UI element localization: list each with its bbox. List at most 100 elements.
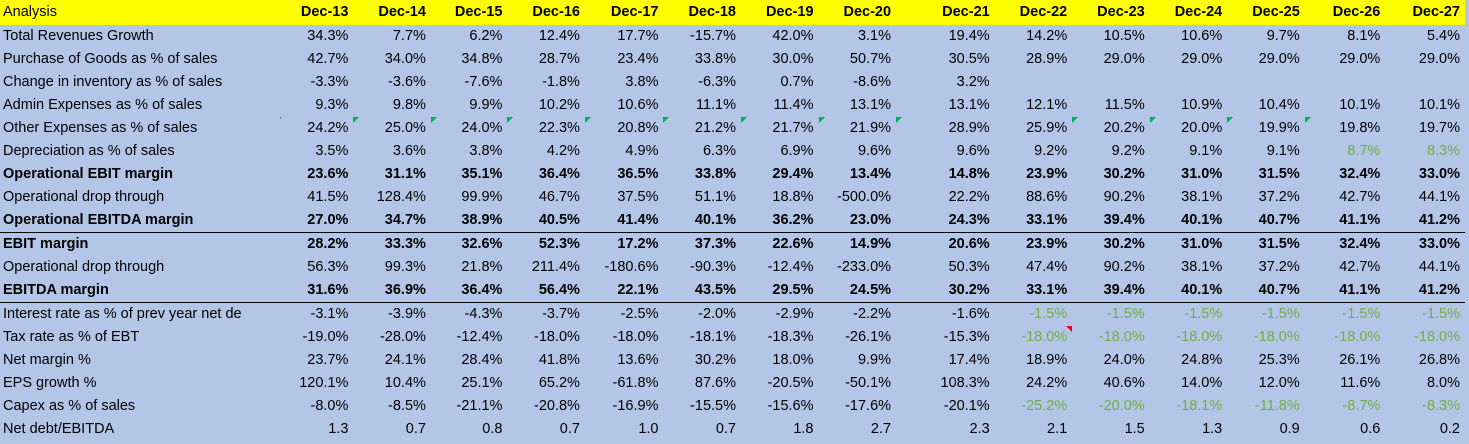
value-cell[interactable]: -18.0%: [995, 326, 1073, 349]
row-label-cell[interactable]: Total Revenues Growth: [3, 28, 154, 44]
value-cell[interactable]: 42.7%: [1339, 259, 1381, 275]
value-cell[interactable]: 33.1%: [1026, 212, 1068, 228]
value-cell[interactable]: 37.3%: [663, 232, 741, 256]
value-cell[interactable]: 9.1%: [1189, 143, 1223, 159]
value-cell[interactable]: -1.8%: [542, 74, 580, 90]
row-label-cell[interactable]: EPS growth %: [3, 375, 97, 391]
header-period-cell[interactable]: Dec-18: [663, 0, 741, 25]
value-cell[interactable]: 21.8%: [461, 259, 503, 275]
header-period-cell[interactable]: Dec-27: [1385, 0, 1465, 25]
value-cell[interactable]: 56.3%: [307, 259, 349, 275]
value-cell[interactable]: 41.8%: [538, 352, 580, 368]
value-cell[interactable]: 8.0%: [1426, 375, 1460, 391]
value-cell[interactable]: 19.8%: [1304, 117, 1386, 140]
value-cell[interactable]: 3.6%: [392, 143, 426, 159]
value-cell[interactable]: 30.2%: [1072, 232, 1150, 256]
value-cell[interactable]: 22.1%: [617, 282, 659, 298]
header-period-cell[interactable]: Dec-22: [994, 0, 1073, 25]
value-cell[interactable]: 36.4%: [461, 282, 503, 298]
value-cell[interactable]: -20.8%: [534, 398, 580, 414]
value-cell[interactable]: 40.5%: [538, 212, 580, 228]
value-cell[interactable]: 21.2%: [663, 117, 741, 140]
value-cell[interactable]: 40.7%: [1258, 282, 1300, 298]
value-cell[interactable]: 4.9%: [625, 143, 659, 159]
value-cell[interactable]: 25.3%: [1258, 352, 1300, 368]
value-cell[interactable]: 30.0%: [772, 51, 814, 67]
value-cell[interactable]: 10.1%: [1418, 97, 1460, 113]
value-cell[interactable]: -1.6%: [896, 302, 995, 326]
value-cell[interactable]: 2.1: [1047, 421, 1068, 437]
value-cell[interactable]: 37.2%: [1258, 259, 1300, 275]
value-cell[interactable]: 13.1%: [948, 97, 990, 113]
value-cell[interactable]: -6.3%: [698, 74, 736, 90]
value-cell[interactable]: 40.1%: [694, 212, 736, 228]
value-cell[interactable]: 10.4%: [1258, 97, 1300, 113]
value-cell[interactable]: 0.7: [559, 421, 580, 437]
value-cell[interactable]: 31.0%: [1181, 166, 1223, 182]
value-cell[interactable]: 0.8: [482, 421, 503, 437]
value-cell[interactable]: 9.2%: [1111, 143, 1145, 159]
value-cell[interactable]: -20.1%: [943, 398, 990, 414]
value-cell[interactable]: -8.7%: [1342, 398, 1381, 414]
value-cell[interactable]: 3.1%: [857, 28, 892, 44]
value-cell[interactable]: -18.0%: [1176, 329, 1223, 345]
value-cell[interactable]: 39.4%: [1103, 282, 1145, 298]
value-cell[interactable]: 14.8%: [948, 166, 990, 182]
value-cell[interactable]: 38.1%: [1181, 189, 1223, 205]
value-cell[interactable]: 29.0%: [1103, 51, 1145, 67]
value-cell[interactable]: 44.1%: [1418, 189, 1460, 205]
value-cell[interactable]: -2.0%: [663, 302, 741, 326]
value-cell[interactable]: -18.0%: [1253, 329, 1300, 345]
value-cell[interactable]: 13.1%: [849, 97, 892, 113]
value-cell[interactable]: -1.5%: [1072, 302, 1150, 326]
value-cell[interactable]: 10.4%: [384, 375, 426, 391]
header-period-cell[interactable]: Dec-14: [353, 0, 431, 25]
value-cell[interactable]: 41.1%: [1339, 282, 1381, 298]
value-cell[interactable]: 9.8%: [392, 97, 426, 113]
value-cell[interactable]: 23.7%: [307, 352, 349, 368]
value-cell[interactable]: 31.5%: [1227, 232, 1305, 256]
header-period-cell[interactable]: Dec-16: [507, 0, 585, 25]
value-cell[interactable]: 44.1%: [1418, 259, 1460, 275]
value-cell[interactable]: 18.0%: [772, 352, 814, 368]
value-cell[interactable]: -1.5%: [1149, 302, 1228, 326]
header-period-cell[interactable]: Dec-26: [1304, 0, 1386, 25]
value-cell[interactable]: 3.5%: [315, 143, 349, 159]
value-cell[interactable]: 9.2%: [1034, 143, 1068, 159]
value-cell[interactable]: 23.6%: [307, 166, 349, 182]
value-cell[interactable]: -18.0%: [1414, 329, 1460, 345]
value-cell[interactable]: -180.6%: [604, 259, 659, 275]
value-cell[interactable]: [1385, 71, 1465, 94]
row-label-cell[interactable]: Tax rate as % of EBT: [3, 329, 140, 345]
value-cell[interactable]: 20.8%: [584, 117, 664, 140]
value-cell[interactable]: 65.2%: [538, 375, 580, 391]
value-cell[interactable]: 28.4%: [461, 352, 503, 368]
value-cell[interactable]: 28.9%: [1026, 51, 1068, 67]
value-cell[interactable]: 25.0%: [353, 117, 431, 140]
value-cell[interactable]: 18.9%: [1026, 352, 1068, 368]
value-cell[interactable]: [995, 71, 1073, 94]
value-cell[interactable]: 25.1%: [461, 375, 503, 391]
value-cell[interactable]: 24.2%: [1026, 375, 1068, 391]
value-cell[interactable]: 46.7%: [538, 189, 580, 205]
value-cell[interactable]: 22.6%: [741, 232, 819, 256]
value-cell[interactable]: 40.1%: [1181, 282, 1223, 298]
value-cell[interactable]: 14.2%: [1026, 28, 1068, 44]
header-period-cell[interactable]: Dec-15: [430, 0, 508, 25]
value-cell[interactable]: 36.5%: [617, 166, 659, 182]
value-cell[interactable]: 108.3%: [940, 375, 990, 391]
value-cell[interactable]: 24.0%: [430, 117, 508, 140]
value-cell[interactable]: -2.9%: [741, 302, 819, 326]
row-label-cell[interactable]: Net margin %: [3, 352, 91, 368]
header-period-cell[interactable]: Dec-25: [1227, 0, 1305, 25]
value-cell[interactable]: -8.5%: [388, 398, 426, 414]
value-cell[interactable]: 14.0%: [1181, 375, 1223, 391]
value-cell[interactable]: 42.0%: [772, 28, 814, 44]
value-cell[interactable]: 90.2%: [1103, 259, 1145, 275]
value-cell[interactable]: -1.5%: [1227, 302, 1305, 326]
value-cell[interactable]: 3.8%: [625, 74, 659, 90]
header-period-cell[interactable]: Dec-23: [1072, 0, 1150, 25]
value-cell[interactable]: 20.2%: [1072, 117, 1150, 140]
value-cell[interactable]: 17.2%: [584, 232, 664, 256]
value-cell[interactable]: 13.6%: [617, 352, 659, 368]
